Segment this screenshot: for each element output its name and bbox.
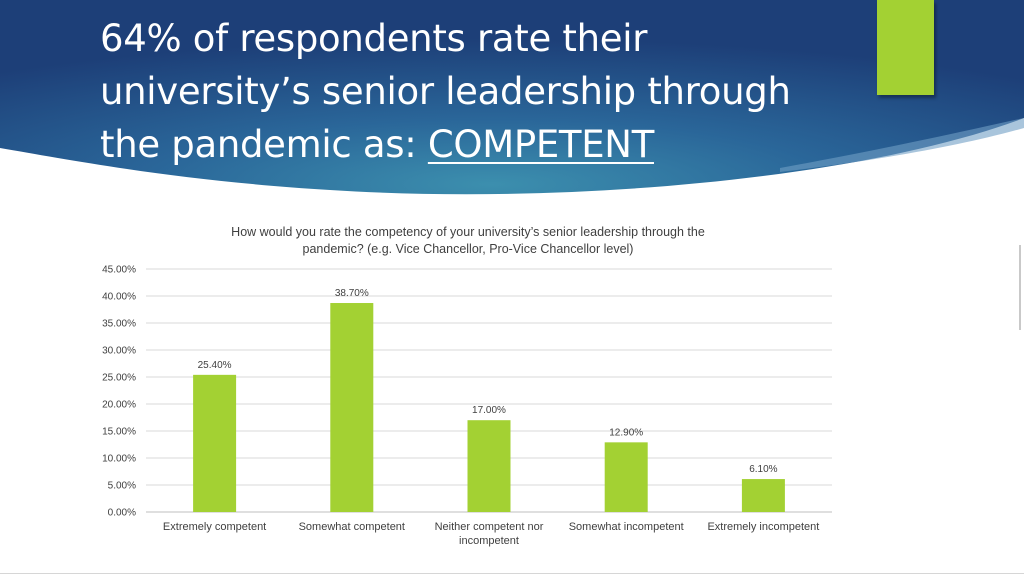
chart-bars bbox=[193, 303, 785, 512]
y-tick-label: 30.00% bbox=[102, 346, 136, 357]
y-axis: 0.00% 5.00% 10.00% 15.00% 20.00% 25.00% 30.00%… bbox=[102, 265, 136, 519]
y-tick-label: 10.00% bbox=[102, 454, 136, 465]
bar bbox=[604, 442, 648, 512]
header-wave bbox=[0, 0, 1024, 195]
accent-block bbox=[877, 0, 934, 95]
y-tick-label: 35.00% bbox=[102, 319, 136, 330]
y-tick-label: 45.00% bbox=[102, 265, 136, 276]
data-label: 38.70% bbox=[335, 288, 369, 299]
x-tick-label: Somewhat competent bbox=[299, 521, 405, 533]
x-axis: Extremely competent Somewhat competent Nei… bbox=[163, 521, 819, 547]
edge-divider bbox=[1019, 245, 1021, 330]
y-tick-label: 20.00% bbox=[102, 400, 136, 411]
x-tick-label: Neither competent nor bbox=[435, 521, 544, 533]
y-tick-label: 40.00% bbox=[102, 292, 136, 303]
data-label: 6.10% bbox=[749, 464, 777, 475]
x-tick-label: Somewhat incompetent bbox=[569, 521, 684, 533]
data-label: 17.00% bbox=[472, 405, 506, 416]
data-label: 12.90% bbox=[609, 427, 643, 438]
bar bbox=[193, 374, 237, 512]
slide-title-emphasis: COMPETENT bbox=[427, 123, 654, 166]
slide-title-main: 64% of respondents rate their university… bbox=[100, 17, 791, 166]
data-label: 25.40% bbox=[198, 360, 232, 371]
bar bbox=[467, 420, 511, 512]
header-banner bbox=[0, 0, 1024, 195]
bottom-divider bbox=[0, 573, 1024, 574]
x-tick-label: incompetent bbox=[459, 535, 519, 547]
data-labels: 25.40% 38.70% 17.00% 12.90% 6.10% bbox=[198, 288, 778, 475]
y-tick-label: 5.00% bbox=[108, 481, 136, 492]
chart-title: How would you rate the competency of you… bbox=[231, 225, 705, 256]
bar bbox=[330, 303, 374, 512]
y-tick-label: 15.00% bbox=[102, 427, 136, 438]
y-tick-label: 25.00% bbox=[102, 373, 136, 384]
chart-title-line: How would you rate the competency of you… bbox=[231, 225, 705, 239]
x-tick-label: Extremely competent bbox=[163, 521, 266, 533]
chart-title-line: pandemic? (e.g. Vice Chancellor, Pro-Vic… bbox=[303, 242, 634, 256]
slide-title: 64% of respondents rate their university… bbox=[100, 12, 860, 171]
x-tick-label: Extremely incompetent bbox=[707, 521, 819, 533]
header-wave-highlight bbox=[780, 118, 1024, 172]
bar bbox=[741, 479, 785, 512]
y-tick-label: 0.00% bbox=[108, 508, 136, 519]
